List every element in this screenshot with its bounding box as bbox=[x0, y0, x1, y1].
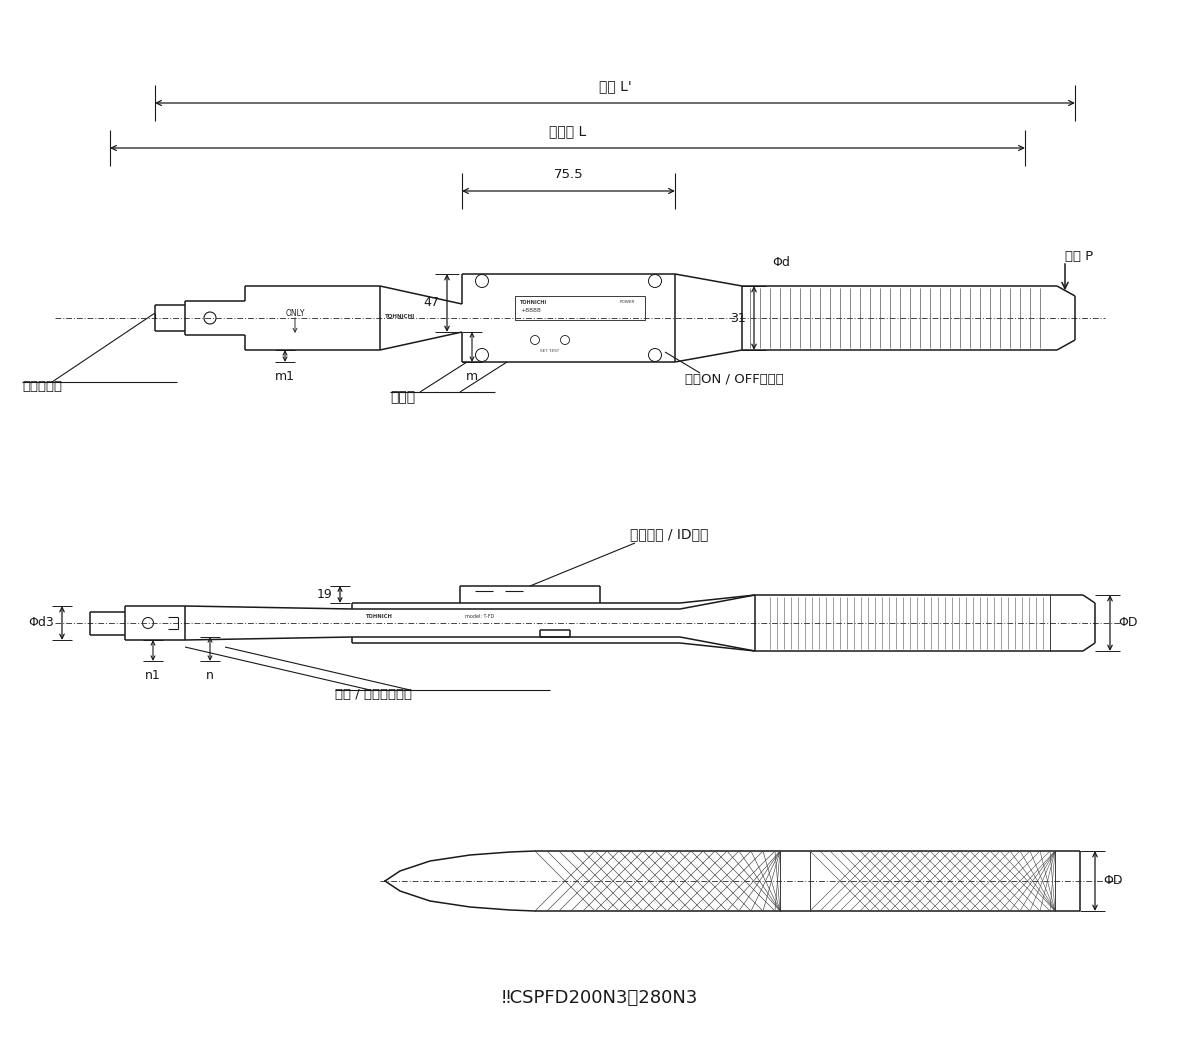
Text: model: T-FD: model: T-FD bbox=[466, 615, 494, 619]
Text: Φd: Φd bbox=[772, 256, 790, 269]
Text: n: n bbox=[206, 669, 214, 682]
Text: 電源ON / OFFボタン: 電源ON / OFFボタン bbox=[685, 373, 784, 386]
Text: m1: m1 bbox=[275, 370, 295, 383]
Text: グループ / ID表示: グループ / ID表示 bbox=[630, 526, 708, 541]
Text: 31: 31 bbox=[731, 312, 746, 324]
Text: ΦD: ΦD bbox=[1118, 616, 1138, 630]
Text: n1: n1 bbox=[145, 669, 161, 682]
Text: 19: 19 bbox=[317, 588, 332, 601]
Text: ΦD: ΦD bbox=[1103, 874, 1122, 888]
Text: 型式 / 製造番号刻印: 型式 / 製造番号刻印 bbox=[335, 688, 412, 701]
Text: +8888: +8888 bbox=[520, 309, 541, 314]
Text: TOHNICHI: TOHNICHI bbox=[385, 314, 415, 318]
Text: 表示部: 表示部 bbox=[390, 390, 415, 404]
Text: ‼CSPFD200N3・280N3: ‼CSPFD200N3・280N3 bbox=[502, 989, 698, 1007]
Text: 手力 P: 手力 P bbox=[1066, 250, 1093, 262]
Text: TOHNICHI: TOHNICHI bbox=[520, 299, 547, 304]
Text: ボルト中心: ボルト中心 bbox=[22, 380, 62, 393]
Text: SET TEST: SET TEST bbox=[540, 349, 559, 353]
Text: TOHNICH: TOHNICH bbox=[365, 615, 392, 619]
Text: m: m bbox=[466, 370, 478, 383]
Text: POWER: POWER bbox=[620, 300, 635, 304]
Text: Φd3: Φd3 bbox=[29, 616, 54, 630]
Text: 75.5: 75.5 bbox=[553, 168, 583, 181]
Text: 有効長 L: 有効長 L bbox=[548, 124, 586, 138]
Text: 全長 L': 全長 L' bbox=[599, 79, 631, 93]
Text: ONLY: ONLY bbox=[286, 309, 305, 318]
Text: 47: 47 bbox=[424, 297, 439, 310]
